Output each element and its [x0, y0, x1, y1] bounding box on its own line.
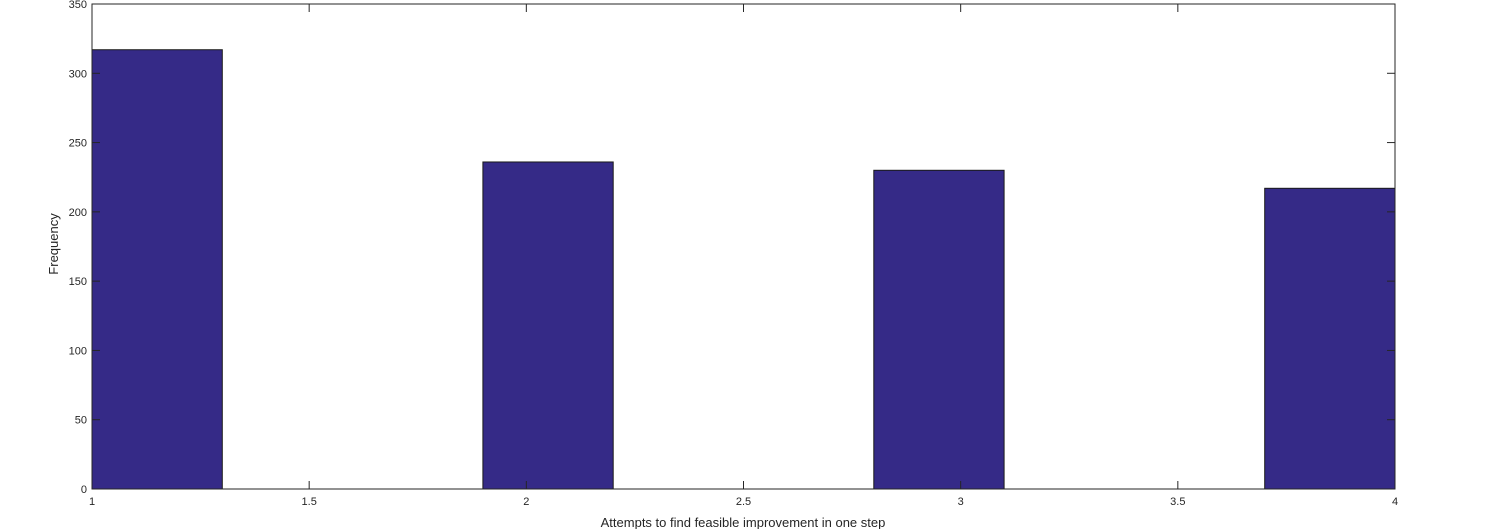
- x-tick-label: 2.5: [736, 496, 751, 508]
- bar-2: [482, 161, 614, 490]
- bar-3: [873, 169, 1005, 490]
- bar-1: [91, 49, 223, 490]
- x-tick-label: 1.5: [302, 496, 317, 508]
- x-tick-label: 3: [958, 496, 964, 508]
- y-tick-label: 300: [69, 68, 87, 80]
- y-axis-title: Frequency: [46, 213, 61, 275]
- x-tick-label: 1: [89, 496, 95, 508]
- x-tick-label: 3.5: [1170, 496, 1185, 508]
- bar-4: [1264, 187, 1396, 490]
- y-tick-label: 50: [75, 415, 87, 427]
- y-tick-label: 150: [69, 276, 87, 288]
- y-tick-label: 100: [69, 345, 87, 357]
- y-tick-label: 350: [69, 0, 87, 11]
- x-tick-label: 4: [1392, 496, 1398, 508]
- y-tick-label: 0: [81, 484, 87, 496]
- plot-frame: [91, 3, 1396, 490]
- x-axis-title: Attempts to find feasible improvement in…: [601, 515, 886, 529]
- y-tick-label: 200: [69, 207, 87, 219]
- y-tick-label: 250: [69, 138, 87, 150]
- x-tick-label: 2: [523, 496, 529, 508]
